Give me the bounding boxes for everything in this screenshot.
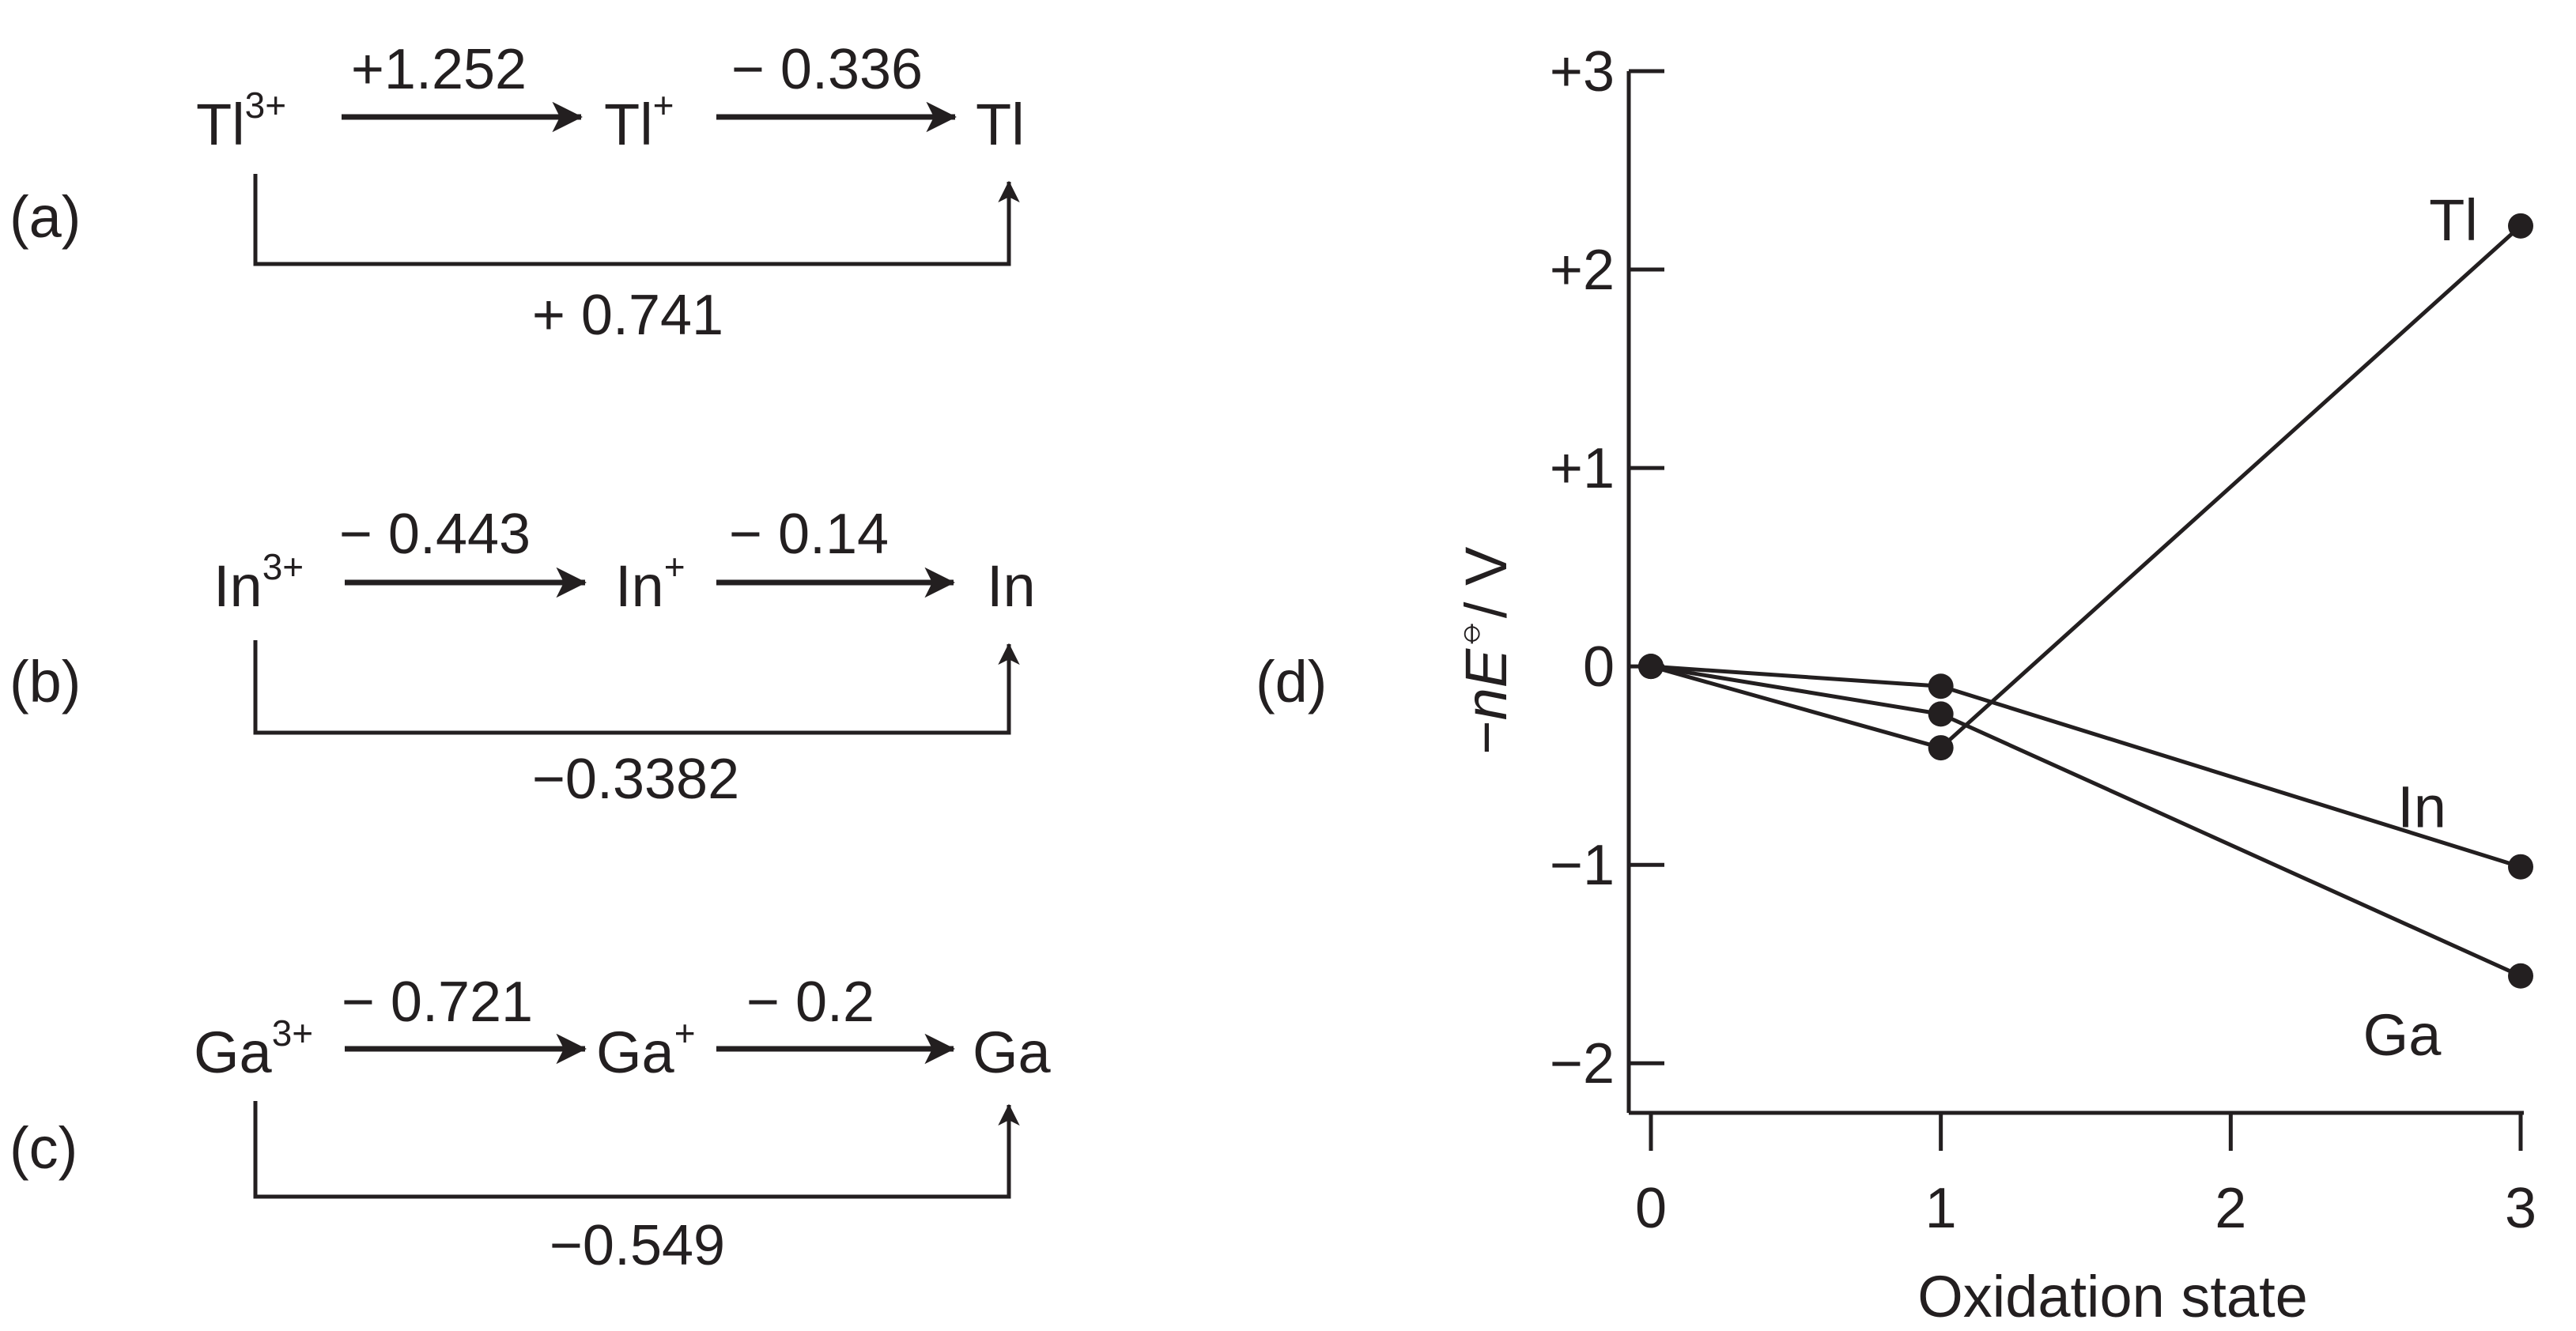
x-tick-label: 3	[2505, 1177, 2536, 1240]
species-in: In	[987, 553, 1036, 619]
potential-in1-in: − 0.14	[729, 503, 889, 566]
series-label-in: In	[2397, 775, 2446, 840]
potential-tl1-tl: − 0.336	[731, 38, 923, 101]
y-tick-label: +3	[1550, 40, 1615, 104]
series-label-tl: Tl	[2429, 187, 2478, 253]
data-point-in	[2508, 854, 2533, 880]
species-gaplus: Ga+	[596, 1012, 696, 1085]
potential-ga1-ga: − 0.2	[746, 971, 874, 1034]
bracket-arrow-in	[253, 640, 1020, 735]
data-point-ga	[2508, 963, 2533, 989]
frost-diagram: +3 +2 +1 0 −1 −2 0 1 2 3 Tl In Ga Oxidation state −…	[1446, 40, 2536, 1329]
potential-in3-in1: − 0.443	[339, 503, 531, 566]
panel-label-b: (b)	[9, 649, 81, 715]
potential-tl3-tl1: +1.252	[351, 38, 527, 101]
latimer-diagram-in: (b) In3+ In+ In − 0.443 − 0.14 −0.3382	[9, 503, 1036, 811]
chart-axes: +3 +2 +1 0 −1 −2 0 1 2 3	[1550, 40, 2536, 1240]
x-axis-title: Oxidation state	[1917, 1264, 2308, 1329]
y-tick-label: −2	[1550, 1032, 1615, 1095]
data-point-ga	[1638, 654, 1664, 680]
potential-tl3-tl: + 0.741	[532, 284, 723, 347]
latimer-diagram-tl: (a) Tl3+ Tl+ Tl +1.252 − 0.336 + 0.741	[9, 38, 1025, 347]
series-lines	[1650, 224, 2522, 978]
data-point-in	[1928, 673, 1954, 699]
species-tl3plus: Tl3+	[196, 85, 286, 157]
y-tick-label: +1	[1550, 437, 1615, 500]
species-tlplus: Tl+	[604, 85, 674, 157]
x-tick-label: 1	[1925, 1177, 1957, 1240]
data-point-tl	[1928, 735, 1954, 761]
series-line-in	[1650, 664, 2521, 869]
species-inplus: In+	[615, 546, 686, 619]
latimer-diagram-ga: (c) Ga3+ Ga+ Ga − 0.721 − 0.2 −0.549	[9, 971, 1052, 1277]
species-ga3plus: Ga3+	[194, 1012, 313, 1085]
panel-label-d: (d)	[1256, 649, 1327, 715]
species-in3plus: In3+	[213, 546, 304, 619]
y-tick-label: 0	[1583, 635, 1615, 699]
series-labels: Tl In Ga	[2363, 187, 2478, 1068]
y-tick-label: −1	[1550, 834, 1615, 897]
species-ga: Ga	[973, 1020, 1052, 1085]
panel-label-c: (c)	[9, 1115, 77, 1181]
y-tick-label: +2	[1550, 239, 1615, 302]
bracket-arrow-ga	[253, 1101, 1020, 1199]
species-tl: Tl	[976, 92, 1025, 157]
y-axis-title: −nE⦵/ V	[1446, 546, 1519, 755]
data-point-tl	[2508, 213, 2533, 239]
potential-ga3-ga: −0.549	[550, 1214, 725, 1277]
data-points	[1638, 213, 2533, 989]
x-tick-label: 0	[1635, 1177, 1667, 1240]
potential-in3-in: −0.3382	[532, 748, 739, 811]
series-line-tl	[1650, 224, 2522, 750]
data-point-ga	[1928, 701, 1954, 727]
series-label-ga: Ga	[2363, 1002, 2442, 1068]
panel-label-a: (a)	[9, 184, 81, 250]
bracket-arrow-tl	[253, 174, 1020, 266]
series-line-ga	[1650, 664, 2522, 978]
x-tick-label: 2	[2215, 1177, 2246, 1240]
potential-ga3-ga1: − 0.721	[342, 971, 533, 1034]
